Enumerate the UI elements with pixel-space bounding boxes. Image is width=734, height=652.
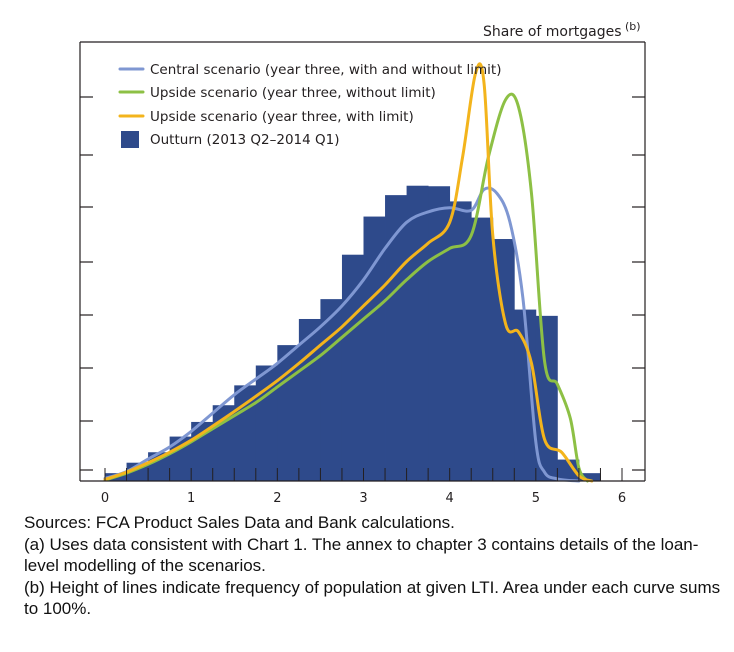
outturn-bars — [105, 185, 601, 482]
x-tick-label: 3 — [359, 491, 367, 506]
outturn-bar — [341, 254, 364, 481]
chart: 0 1 2 3 4 5 6 Share of mortgages (b) Central s… — [79, 20, 646, 506]
footnote-b: (b) Height of lines indicate frequency o… — [24, 577, 721, 619]
outturn-bar — [578, 473, 601, 481]
scenario-lines — [103, 62, 594, 483]
outturn-bar — [492, 239, 515, 481]
outturn-bar — [277, 345, 300, 481]
unit-label: Share of mortgages — [483, 24, 622, 40]
sources-note: Sources: FCA Product Sales Data and Bank… — [24, 513, 455, 532]
legend-label-upside-without-limit: Upside scenario (year three, without lim… — [150, 85, 436, 101]
outturn-bar — [557, 459, 580, 481]
x-tick-label: 6 — [618, 491, 626, 506]
footnote-a: (a) Uses data consistent with Chart 1. T… — [24, 534, 699, 576]
outturn-bar — [471, 217, 494, 481]
legend: Central scenario (year three, with and w… — [118, 62, 502, 148]
outturn-bar — [428, 186, 451, 481]
x-tick-label: 0 — [101, 491, 109, 506]
outturn-bar — [385, 195, 407, 481]
outturn-bar — [363, 216, 386, 482]
ticks — [80, 96, 645, 481]
outturn-bar — [255, 365, 278, 481]
x-tick-label: 5 — [532, 491, 540, 506]
upside-with-limit-line — [103, 62, 594, 483]
outturn-bar — [449, 201, 472, 481]
legend-label-central: Central scenario (year three, with and w… — [150, 62, 502, 78]
outturn-bar — [320, 299, 343, 481]
x-tick-label: 1 — [187, 491, 195, 506]
upside-without-limit-line — [103, 92, 589, 483]
legend-swatch-outturn — [121, 131, 139, 148]
central-scenario-line — [103, 186, 581, 483]
legend-label-upside-with-limit: Upside scenario (year three, with limit) — [150, 109, 414, 125]
outturn-bar — [406, 185, 429, 481]
x-tick-label: 4 — [446, 491, 454, 506]
outturn-bar — [535, 315, 558, 481]
chart-notes: Sources: FCA Product Sales Data and Bank… — [24, 512, 724, 620]
outturn-bar — [514, 309, 537, 481]
unit-label-footnote: (b) — [625, 20, 641, 33]
legend-label-outturn: Outturn (2013 Q2–2014 Q1) — [150, 132, 340, 148]
x-tick-labels: 0 1 2 3 4 5 6 — [101, 491, 626, 506]
x-tick-label: 2 — [273, 491, 281, 506]
